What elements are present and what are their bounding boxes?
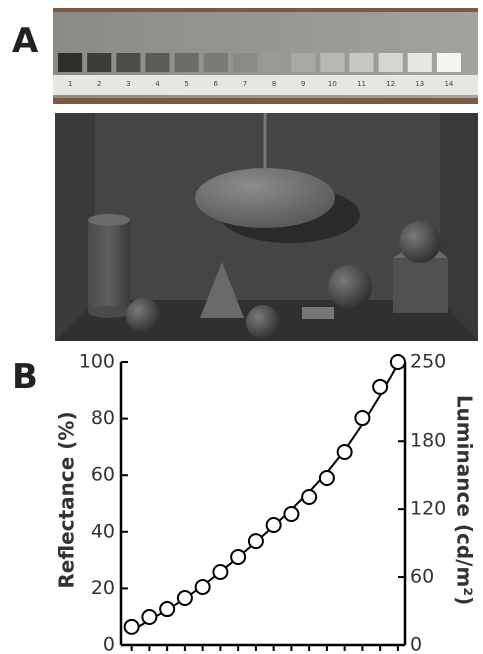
y-tick-label: 60 — [91, 464, 115, 486]
gray-patch — [436, 53, 461, 72]
data-point — [389, 354, 406, 370]
data-point — [336, 443, 353, 460]
y-tick-label: 40 — [91, 520, 115, 542]
strip-photo: 1 2 3 4 5 6 7 8 9 10 11 12 13 14 — [53, 8, 478, 104]
y2-tick-label: 60 — [410, 566, 434, 588]
strip-label: 12 — [386, 80, 395, 88]
gray-patch — [262, 53, 287, 72]
y2-axis-label: Luminance (cd/m²) — [453, 395, 477, 605]
data-point — [123, 618, 140, 635]
panel-label: A — [12, 21, 39, 61]
data-point — [230, 548, 247, 565]
strip-label: 3 — [126, 80, 130, 88]
gray-patch — [116, 53, 141, 72]
strip-label: 1 — [68, 80, 72, 88]
chart: Reflectance (%) Luminance (cd/m²) 0 20 40 6… — [55, 351, 477, 654]
gray-patch — [320, 53, 345, 72]
y2-tick-label: 250 — [410, 351, 446, 373]
gray-patch — [87, 53, 112, 72]
y2-tick-label: 0 — [410, 634, 422, 654]
strip-label: 2 — [97, 80, 101, 88]
gray-patch — [145, 53, 170, 72]
data-point — [141, 608, 158, 625]
gray-patch — [232, 53, 257, 72]
data-point — [265, 517, 282, 534]
strip-label: 11 — [357, 80, 366, 88]
gray-patch — [291, 53, 316, 72]
gray-patch — [203, 53, 228, 72]
data-point — [176, 590, 193, 607]
y-tick-label: 0 — [103, 634, 115, 654]
strip-label: 14 — [444, 80, 453, 88]
data-point — [212, 563, 229, 580]
panel-label: B — [12, 357, 38, 397]
gray-patch — [349, 53, 374, 72]
gray-patch — [407, 53, 432, 72]
y-tick-label: 100 — [79, 351, 115, 373]
data-point — [247, 533, 264, 550]
strip-label: 5 — [184, 80, 188, 88]
y-tick-label: 80 — [91, 407, 115, 429]
y-tick-label: 20 — [91, 577, 115, 599]
strip-label: 9 — [301, 80, 305, 88]
data-point — [354, 410, 371, 427]
strip-label: 8 — [272, 80, 276, 88]
strip-label: 13 — [415, 80, 424, 88]
data-point — [301, 488, 318, 505]
data-point — [159, 601, 176, 618]
gray-patch — [378, 53, 403, 72]
data-point — [194, 578, 211, 595]
gray-patch — [174, 53, 199, 72]
strip-label: 4 — [155, 80, 160, 88]
y2-tick-label: 180 — [410, 430, 446, 452]
strip-label: 7 — [243, 80, 247, 88]
data-point — [283, 505, 300, 522]
scene-photo — [55, 113, 478, 341]
strip-label: 10 — [328, 80, 337, 88]
fit-line — [131, 363, 399, 632]
gray-patch — [58, 53, 83, 72]
data-point — [318, 470, 335, 487]
y-axis-label: Reflectance (%) — [55, 411, 79, 588]
y2-tick-label: 120 — [410, 498, 446, 520]
data-point — [372, 378, 389, 395]
strip-label: 6 — [214, 80, 219, 88]
